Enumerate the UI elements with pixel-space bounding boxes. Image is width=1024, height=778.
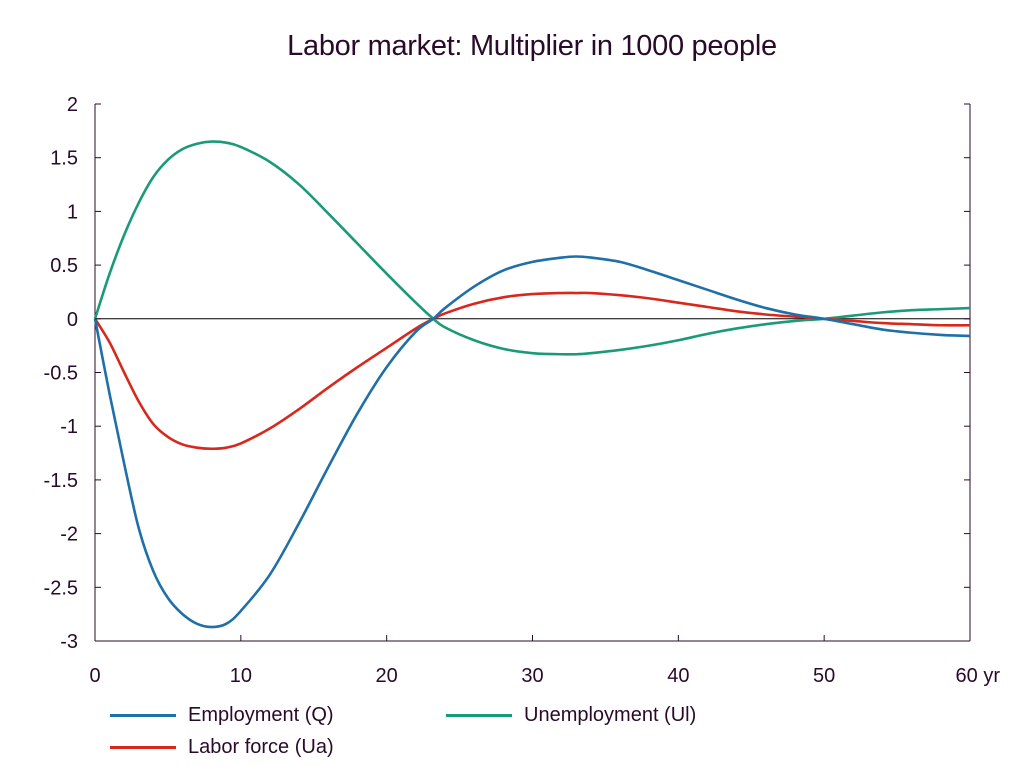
x-tick-label: 30 [521,665,543,687]
y-tick-label: -1.5 [44,470,78,492]
legend-label-unemployment: Unemployment (Ul) [524,704,697,726]
legend-label-labor-force: Labor force (Ua) [188,736,334,758]
y-tick-label: -3 [60,631,78,653]
y-tick-label: 2 [67,94,78,116]
x-axis-ticks: 0 10 20 30 40 50 60 yr [89,635,1000,687]
legend-item-unemployment: Unemployment (Ul) [446,704,696,727]
legend-item-labor-force: Labor force (Ua) [110,736,334,759]
y-tick-label: -2 [60,524,78,546]
x-tick-label: 50 [813,665,835,687]
y-tick-label: -0.5 [44,363,78,385]
legend-item-employment: Employment (Q) [110,704,334,727]
y-tick-label: -2.5 [44,577,78,599]
legend-swatch-unemployment [446,714,512,717]
chart-axes [94,104,971,642]
series-line-employment-q [93,255,971,629]
legend-swatch-employment [110,714,176,717]
y-tick-label: 1 [67,201,78,223]
x-tick-label: 60 yr [956,665,1001,687]
y-tick-label: -1 [60,416,78,438]
x-tick-label: 0 [89,665,100,687]
series-line-labor-force-ua [93,291,971,451]
series-line-unemployment-ul [93,140,971,356]
y-tick-label: 0.5 [50,255,78,277]
legend-label-employment: Employment (Q) [188,704,334,726]
x-tick-label: 10 [230,665,252,687]
chart-series [93,140,971,629]
legend-swatch-labor-force [110,746,176,749]
y-tick-label: 1.5 [50,148,78,170]
y-tick-label: 0 [67,309,78,331]
chart-title: Labor market: Multiplier in 1000 people [287,30,777,62]
x-tick-label: 20 [376,665,398,687]
y-axis-ticks: 2 1.5 1 0.5 0 -0.5 -1 -1.5 -2 -2.5 -3 [44,94,970,653]
x-tick-label: 40 [667,665,689,687]
